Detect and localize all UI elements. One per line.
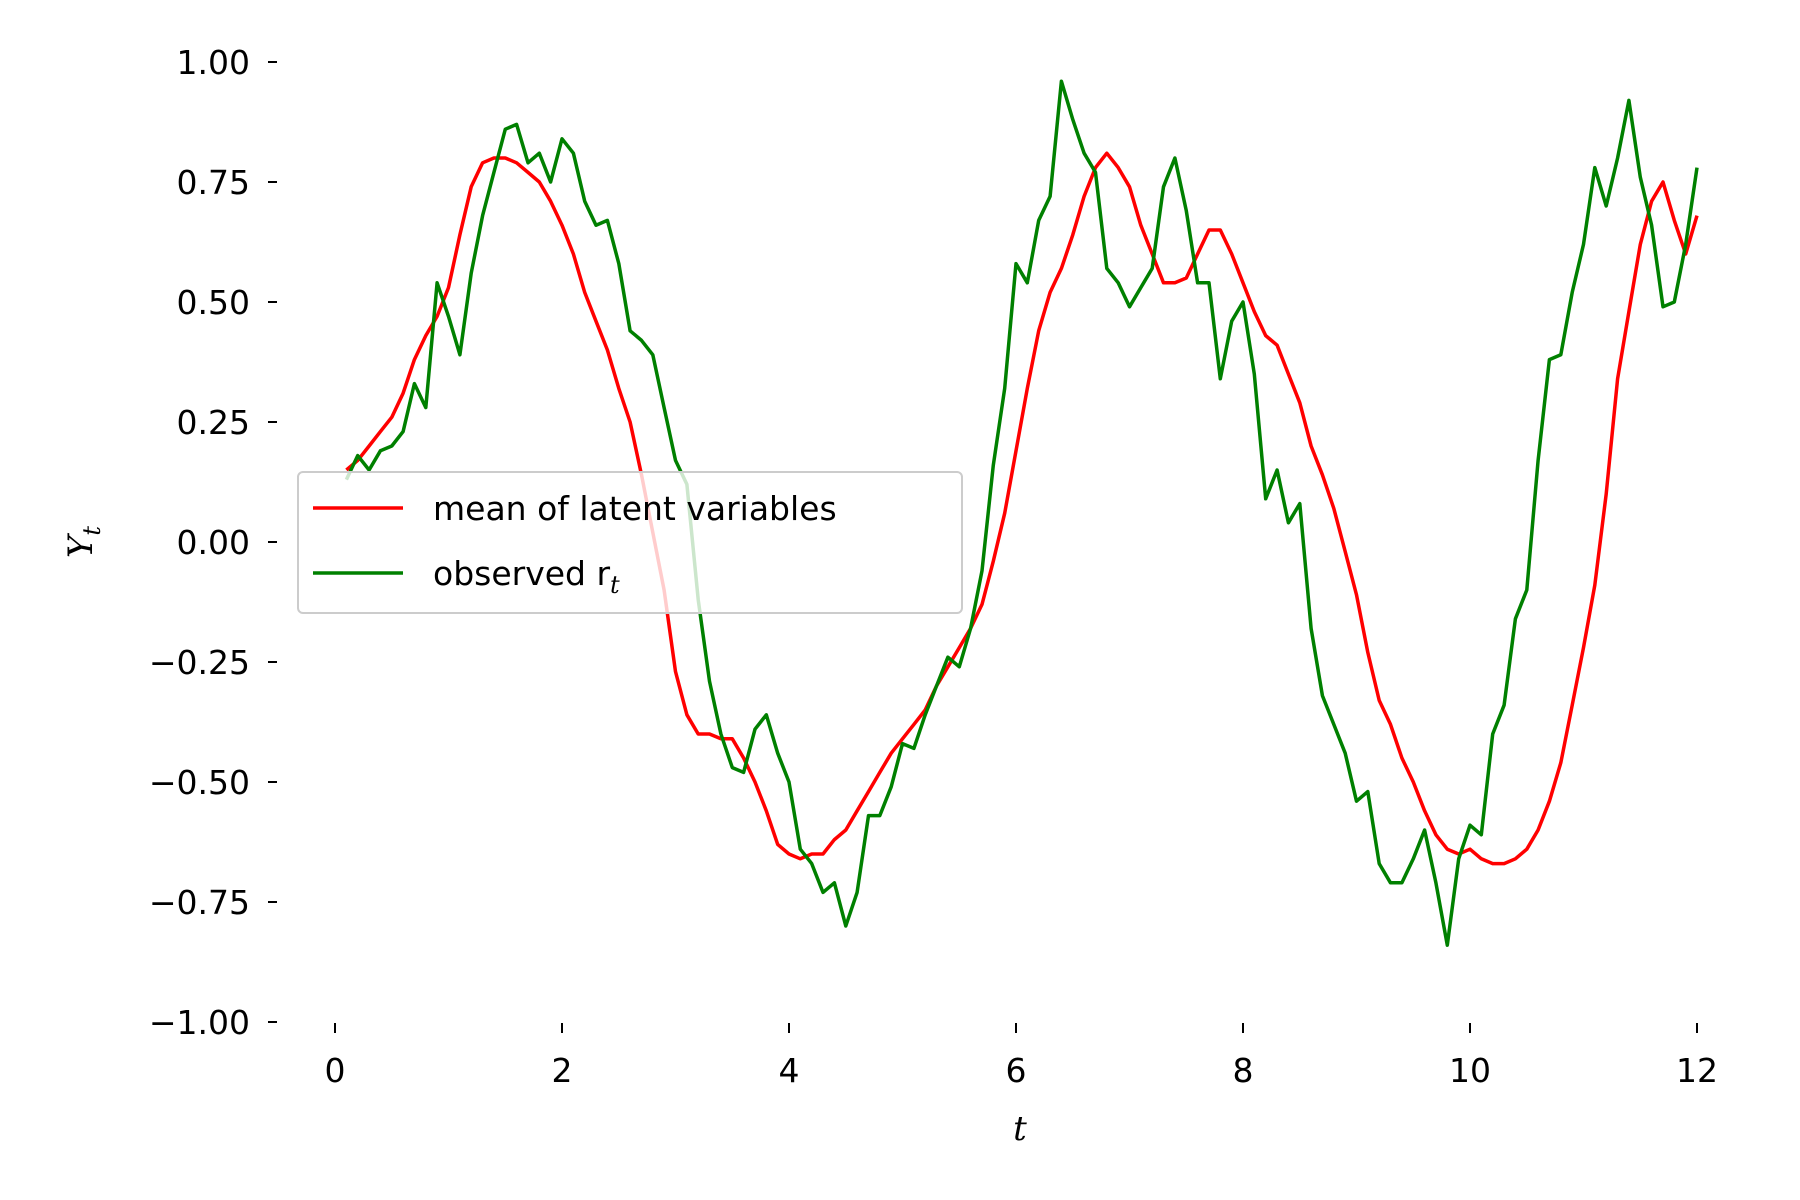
series-line-observed — [344, 79, 1699, 947]
legend-frame — [297, 471, 963, 614]
y-tick-label: −0.50 — [149, 763, 250, 802]
x-tick-label: 6 — [1006, 1051, 1027, 1090]
series-line-latent-mean — [345, 151, 1699, 866]
x-tick-label: 10 — [1449, 1051, 1491, 1090]
y-axis-label: Yt — [61, 526, 106, 558]
y-tick-label: 0.50 — [177, 283, 250, 322]
x-tick-label: 2 — [552, 1051, 573, 1090]
svg-text:Yt: Yt — [61, 526, 106, 558]
x-tick-label: 8 — [1233, 1051, 1254, 1090]
x-tick-label: 0 — [325, 1051, 346, 1090]
legend-label-observed: observed rt — [433, 554, 620, 599]
y-tick-label: −0.75 — [149, 883, 250, 922]
y-tick-label: −0.25 — [149, 643, 250, 682]
y-tick-label: 0.25 — [177, 403, 250, 442]
x-axis-label: t — [1013, 1109, 1027, 1149]
y-axis: 1.00 0.75 0.50 0.25 0.00 −0.25 −0.50 −0.75 −1.00 — [149, 43, 277, 1042]
series-layer — [344, 79, 1699, 947]
legend-label-latent: mean of latent variables — [433, 489, 837, 528]
x-axis: 0 2 4 6 8 10 12 — [325, 1023, 1718, 1090]
y-tick-label: 0.75 — [177, 163, 250, 202]
legend-label-observed-sub: t — [610, 571, 620, 599]
y-tick-label: 0.00 — [177, 523, 250, 562]
x-tick-label: 12 — [1676, 1051, 1718, 1090]
x-tick-label: 4 — [779, 1051, 800, 1090]
legend: mean of latent variables observed rt — [297, 471, 963, 614]
y-axis-label-main: Y — [61, 532, 101, 558]
y-axis-label-sub: t — [78, 526, 106, 536]
legend-label-observed-main: observed r — [433, 554, 610, 593]
y-tick-label: −1.00 — [149, 1003, 250, 1042]
y-tick-label: 1.00 — [177, 43, 250, 82]
